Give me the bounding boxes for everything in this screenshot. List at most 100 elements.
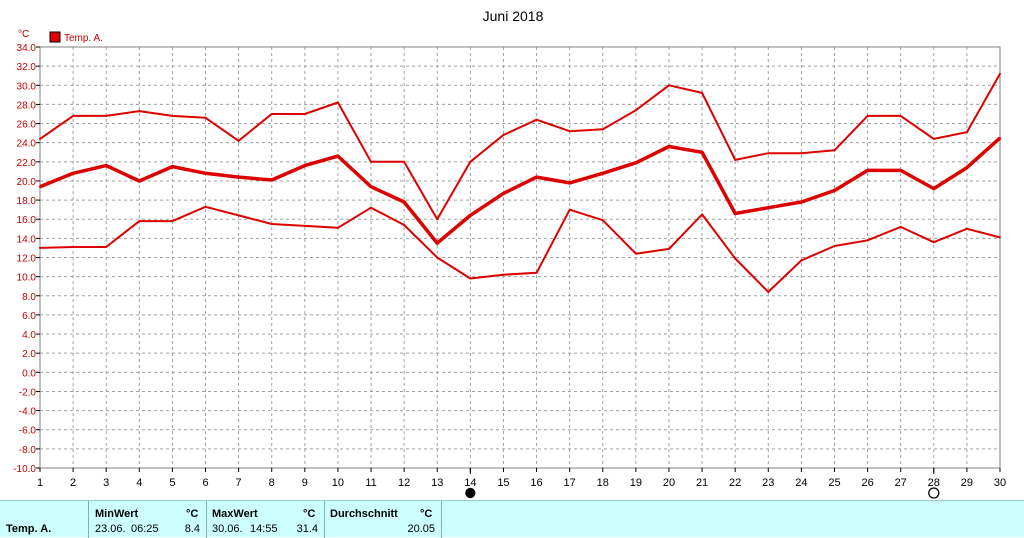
data-point-min	[999, 236, 1001, 239]
data-point-min	[502, 273, 505, 276]
data-point-min	[667, 247, 670, 250]
data-point-max	[999, 72, 1001, 75]
data-point-max	[270, 112, 273, 115]
x-tick-label: 12	[398, 477, 410, 489]
x-tick-label: 19	[630, 477, 642, 489]
x-tick-label: 15	[497, 477, 509, 489]
data-point-max	[303, 112, 306, 115]
data-point-avg	[270, 178, 273, 181]
data-point-avg	[866, 169, 869, 172]
data-point-max	[72, 114, 75, 117]
x-tick-label: 21	[696, 477, 708, 489]
data-point-avg	[171, 165, 174, 168]
y-tick-label: 8.0	[22, 292, 36, 303]
x-tick-label: 25	[828, 477, 840, 489]
data-point-max	[436, 218, 439, 221]
stats-row-label: Temp. A.	[6, 523, 52, 535]
y-tick-label: 0.0	[22, 368, 36, 379]
data-point-max	[535, 118, 538, 121]
min-value: 8.4	[184, 523, 200, 535]
y-tick-label: -6.0	[19, 426, 37, 437]
y-tick-label: 10.0	[17, 273, 37, 284]
data-point-min	[965, 227, 968, 230]
grid	[39, 46, 1001, 469]
x-tick-label: 4	[136, 477, 142, 489]
y-tick-label: 22.0	[17, 158, 37, 169]
data-point-max	[634, 109, 637, 112]
data-point-min	[171, 220, 174, 223]
data-point-max	[502, 134, 505, 137]
series-line-avg	[39, 136, 1002, 245]
y-tick-label: 14.0	[17, 234, 37, 245]
y-tick-label: 32.0	[17, 62, 37, 73]
x-tick-label: 8	[269, 477, 275, 489]
x-tick-label: 7	[236, 477, 242, 489]
x-tick-label: 10	[332, 477, 344, 489]
data-point-avg	[833, 189, 836, 192]
data-point-avg	[237, 176, 240, 179]
data-point-min	[72, 245, 75, 248]
data-point-min	[634, 252, 637, 255]
max-date: 30.06.	[212, 523, 243, 535]
data-point-min	[370, 206, 373, 209]
y-tick-label: -4.0	[19, 407, 37, 418]
data-point-avg	[303, 164, 306, 167]
data-point-avg	[734, 212, 737, 215]
legend-label: Temp. A.	[64, 33, 103, 44]
avg-header: Durchschnitt	[330, 508, 398, 520]
x-tick-label: 16	[530, 477, 542, 489]
series-line-max	[39, 73, 1001, 221]
data-point-max	[171, 114, 174, 117]
data-point-avg	[469, 214, 472, 217]
x-tick-label: 3	[103, 477, 109, 489]
data-point-avg	[601, 172, 604, 175]
data-point-max	[734, 158, 737, 161]
data-point-max	[39, 137, 41, 140]
filled-circle-marker	[465, 487, 476, 499]
x-tick-label: 23	[762, 477, 774, 489]
x-tick-label: 6	[202, 477, 208, 489]
min-date: 23.06.	[95, 523, 126, 535]
data-point-avg	[932, 187, 935, 190]
chart-title: Juni 2018	[483, 8, 544, 24]
data-point-avg	[568, 181, 571, 184]
data-point-min	[866, 239, 869, 242]
legend-swatch	[49, 31, 61, 43]
data-point-avg	[701, 151, 704, 154]
y-tick-label: 28.0	[17, 100, 37, 111]
data-point-min	[734, 257, 737, 260]
min-time: 06:25	[131, 523, 159, 535]
data-point-avg	[105, 164, 108, 167]
x-tick-label: 9	[302, 477, 308, 489]
data-point-avg	[800, 201, 803, 204]
data-point-min	[403, 223, 406, 226]
max-time: 14:55	[250, 523, 278, 535]
x-tick-label: 28	[928, 477, 940, 489]
markers	[465, 468, 940, 499]
data-point-max	[105, 114, 108, 117]
data-point-avg	[204, 172, 207, 175]
data-point-max	[833, 149, 836, 152]
min-unit: °C	[186, 508, 199, 520]
x-tick-label: 29	[961, 477, 973, 489]
y-tick-label: 20.0	[17, 177, 37, 188]
data-point-max	[800, 152, 803, 155]
x-tick-label: 14	[464, 477, 476, 489]
data-point-min	[270, 223, 273, 226]
y-tick-label: 12.0	[17, 254, 37, 265]
x-tick-label: 11	[365, 477, 376, 489]
data-point-avg	[72, 172, 75, 175]
x-tick-label: 2	[70, 477, 76, 489]
data-point-avg	[899, 169, 902, 172]
divider	[206, 501, 207, 538]
data-point-max	[667, 84, 670, 87]
data-point-min	[237, 214, 240, 217]
statistics-panel: Temp. A. MinWert °C 23.06. 06:25 8.4 Max…	[0, 500, 1024, 538]
x-tick-label: 18	[597, 477, 609, 489]
y-tick-label: 18.0	[17, 196, 37, 207]
data-point-min	[932, 241, 935, 244]
data-point-min	[39, 246, 41, 249]
y-axis: 34.0 32.0 30.0 28.0 26.0 24.0 22.0 20.0 18.0 16.0…	[13, 43, 40, 475]
data-point-max	[469, 160, 472, 163]
data-point-avg	[403, 201, 406, 204]
